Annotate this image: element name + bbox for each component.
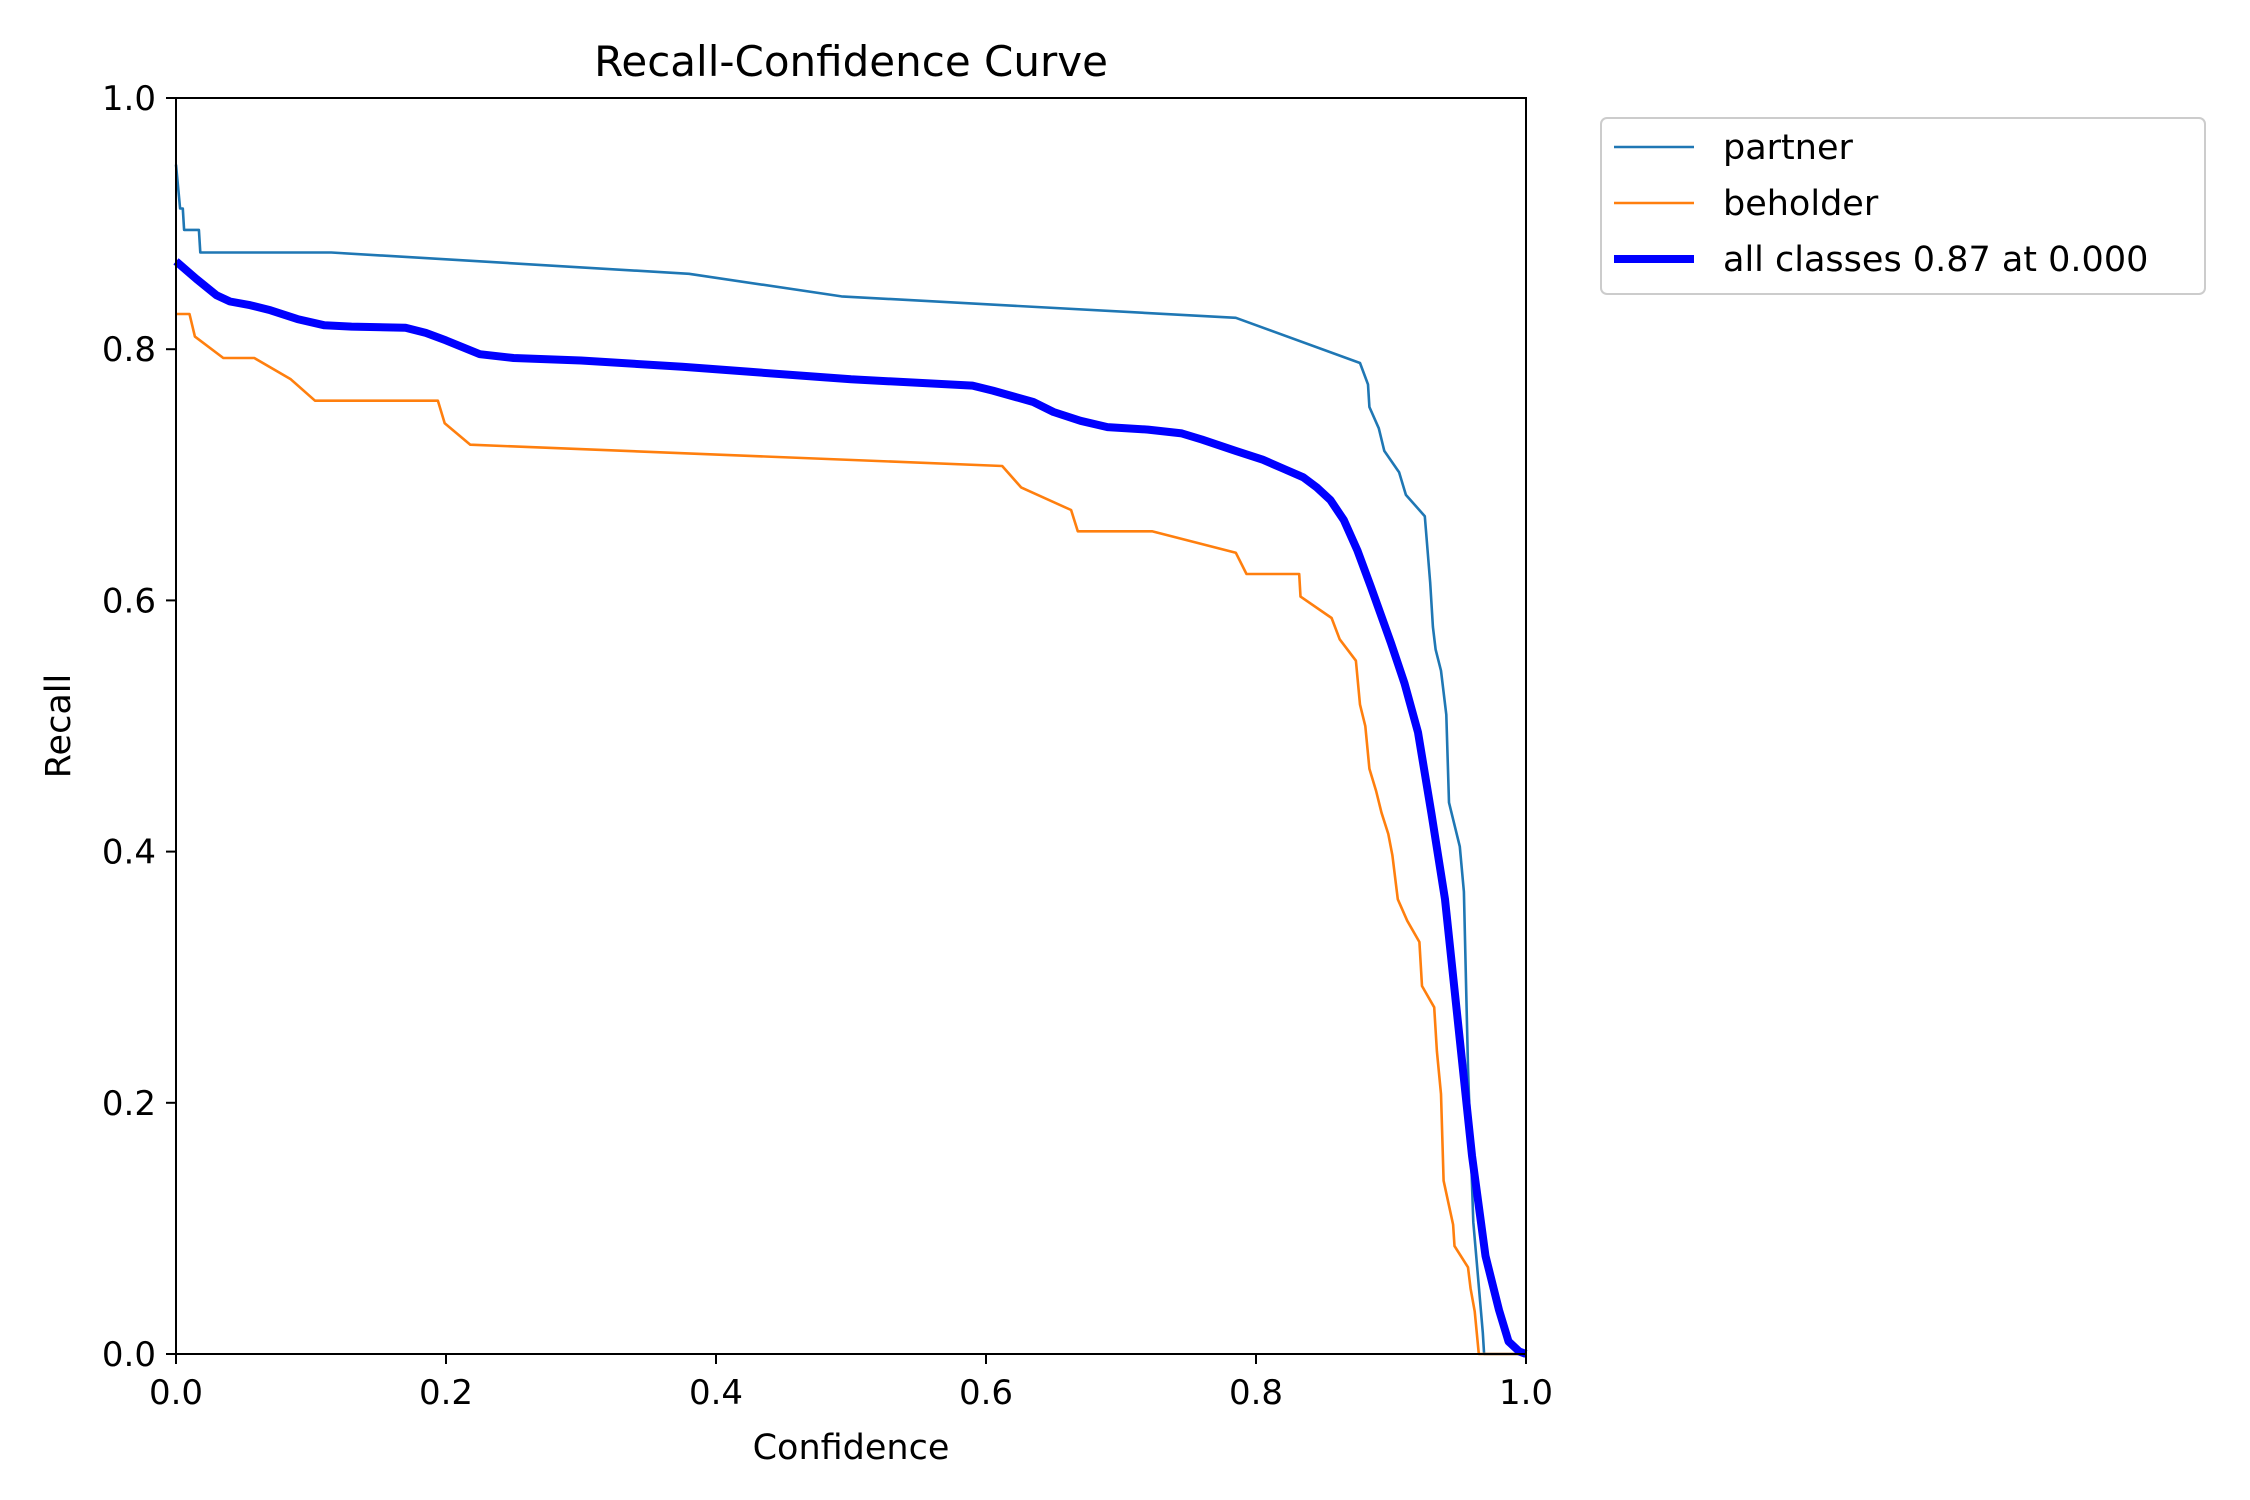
y-tick-label: 0.0 <box>102 1335 156 1375</box>
chart-title: Recall-Confidence Curve <box>594 37 1108 86</box>
series-line-2 <box>176 312 1526 1356</box>
legend-frame <box>1600 117 2206 295</box>
plot-background <box>176 98 1526 1354</box>
x-axis-ticks: 0.0 0.2 0.4 0.6 0.8 1.0 <box>149 1354 1553 1413</box>
x-tick-label: 0.8 <box>1229 1373 1283 1413</box>
legend: partner beholder all classes 0.87 at 0.000 <box>1600 117 2206 295</box>
plot-area <box>173 97 1528 1358</box>
x-tick-label: 0.0 <box>149 1373 203 1413</box>
y-axis-ticks: 0.0 0.2 0.4 0.6 0.8 1.0 <box>102 79 176 1375</box>
y-tick-label: 0.2 <box>102 1084 156 1124</box>
y-tick-label: 0.8 <box>102 330 156 370</box>
x-tick-label: 1.0 <box>1499 1373 1553 1413</box>
x-tick-label: 0.2 <box>419 1373 473 1413</box>
legend-label: all classes 0.87 at 0.000 <box>1723 240 2148 280</box>
legend-items: partner beholder all classes 0.87 at 0.000 <box>1614 128 2148 280</box>
x-tick-label: 0.6 <box>959 1373 1013 1413</box>
series-line-3 <box>173 258 1528 1358</box>
plot-frame <box>175 97 1527 1355</box>
y-axis-label: Recall <box>39 674 79 778</box>
y-tick-label: 1.0 <box>102 79 156 119</box>
x-tick-label: 0.4 <box>689 1373 743 1413</box>
legend-label: partner <box>1723 128 1853 168</box>
series-line-1 <box>174 164 1526 1356</box>
legend-label: beholder <box>1723 184 1879 224</box>
y-tick-label: 0.4 <box>102 833 156 873</box>
series-layer <box>173 164 1528 1358</box>
x-axis-label: Confidence <box>753 1428 950 1468</box>
y-tick-label: 0.6 <box>102 581 156 621</box>
